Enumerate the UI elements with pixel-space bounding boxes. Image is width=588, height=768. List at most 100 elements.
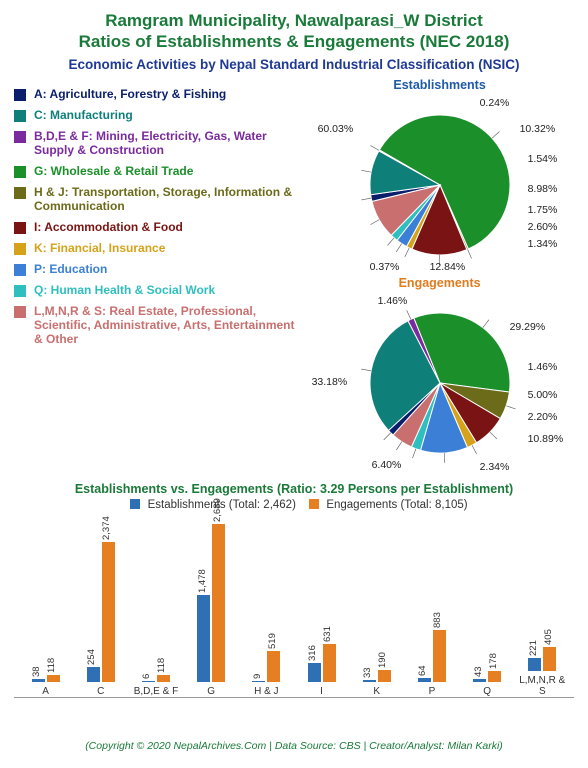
legend-label: A: Agriculture, Forestry & Fishing <box>34 87 226 101</box>
legend-swatch <box>14 264 26 276</box>
pie-pct-label: 2.34% <box>480 461 510 473</box>
bar-chart: 38118A2542,374C6118B,D,E & F1,4782,689G9… <box>14 517 574 732</box>
bar-value: 64 <box>417 665 428 676</box>
bar-est: 1,478 <box>197 595 210 682</box>
legend: A: Agriculture, Forestry & Fishing C: Man… <box>14 80 305 476</box>
bar-value: 118 <box>156 657 167 672</box>
pie-pct-label: 33.18% <box>312 376 348 388</box>
bar-value: 1,478 <box>197 569 208 593</box>
bar-value: 178 <box>488 653 499 669</box>
bar-value: 631 <box>322 627 333 643</box>
pie-pct-label: 1.54% <box>528 153 558 165</box>
pie-pct-label: 6.40% <box>372 459 402 471</box>
bar-category-label: B,D,E & F <box>134 686 178 697</box>
legend-swatch <box>14 222 26 234</box>
bar-value: 316 <box>307 645 318 661</box>
pie-pct-label: 2.20% <box>528 411 558 423</box>
legend-label: I: Accommodation & Food <box>34 220 183 234</box>
legend-label: H & J: Transportation, Storage, Informat… <box>34 185 305 213</box>
legend-swatch <box>14 285 26 297</box>
bar-eng: 405 <box>543 647 556 671</box>
legend-item: G: Wholesale & Retail Trade <box>14 164 305 178</box>
bar-category: 221405 L,M,N,R & S <box>517 491 567 697</box>
pie-engagements: 1.46%33.18%6.40%2.34%10.89%2.20%5.00%1.4… <box>310 291 570 476</box>
pie-pct-label: 60.03% <box>318 123 354 135</box>
bar-category: 33190K <box>352 502 402 697</box>
bar-value: 9 <box>252 674 263 679</box>
bar-category-label: P <box>429 686 436 697</box>
bar-category-label: K <box>373 686 380 697</box>
bar-value: 33 <box>362 667 373 678</box>
legend-swatch <box>14 166 26 178</box>
legend-item: K: Financial, Insurance <box>14 241 305 255</box>
legend-item: H & J: Transportation, Storage, Informat… <box>14 185 305 213</box>
legend-item: Q: Human Health & Social Work <box>14 283 305 297</box>
bar-category: 38118A <box>21 502 71 697</box>
legend-item: C: Manufacturing <box>14 108 305 122</box>
bar-eng: 631 <box>323 644 336 681</box>
pie-pct-label: 1.34% <box>528 238 558 250</box>
bar-est: 33 <box>363 680 376 682</box>
legend-swatch <box>14 243 26 255</box>
pie-pct-label: 0.24% <box>480 97 510 109</box>
legend-label: K: Financial, Insurance <box>34 241 165 255</box>
bar-value: 43 <box>473 666 484 677</box>
bar-eng: 118 <box>47 675 60 682</box>
bar-value: 38 <box>31 667 42 678</box>
bar-category: 1,4782,689G <box>186 502 236 697</box>
bar-value: 883 <box>432 612 443 628</box>
bar-est: 254 <box>87 667 100 682</box>
pie-pct-label: 10.89% <box>528 433 564 445</box>
bar-est: 64 <box>418 678 431 682</box>
bar-category: 316631I <box>297 502 347 697</box>
bar-chart-title: Establishments vs. Engagements (Ratio: 3… <box>14 482 574 496</box>
bar-value: 6 <box>141 674 152 679</box>
legend-label: C: Manufacturing <box>34 108 133 122</box>
legend-item: L,M,N,R & S: Real Estate, Professional, … <box>14 304 305 346</box>
bar-value: 2,689 <box>212 498 223 522</box>
bar-value: 2,374 <box>101 516 112 540</box>
pie-pct-label: 1.46% <box>378 295 408 307</box>
pie-pct-label: 29.29% <box>510 321 546 333</box>
bar-category: 64883P <box>407 502 457 697</box>
bar-eng: 190 <box>378 670 391 681</box>
bar-category-label: G <box>207 686 215 697</box>
bar-value: 190 <box>377 652 388 668</box>
bar-category: 43178Q <box>462 502 512 697</box>
bar-est: 43 <box>473 679 486 682</box>
pies-column: Establishments 60.03%0.37%12.84%1.34%2.6… <box>305 80 574 476</box>
bar-category-label: I <box>320 686 323 697</box>
legend-label: B,D,E & F: Mining, Electricity, Gas, Wat… <box>34 129 305 157</box>
bar-eng: 2,374 <box>102 542 115 681</box>
bar-value: 118 <box>46 657 57 672</box>
bar-category: 6 118 B,D,E & F <box>131 502 181 697</box>
bar-value: 254 <box>86 649 97 665</box>
legend-item: P: Education <box>14 262 305 276</box>
bar-est: 316 <box>308 663 321 682</box>
legend-swatch <box>14 110 26 122</box>
bar-eng: 118 <box>157 675 170 682</box>
pie-pct-label: 0.37% <box>370 261 400 273</box>
pie-pct-label: 1.75% <box>528 204 558 216</box>
subtitle: Economic Activities by Nepal Standard In… <box>14 57 574 72</box>
bar-eng: 519 <box>267 651 280 681</box>
pie-title-engagements: Engagements <box>399 276 481 290</box>
pie-establishments: 60.03%0.37%12.84%1.34%2.60%1.75%8.98%1.5… <box>310 93 570 278</box>
pie-pct-label: 12.84% <box>430 261 466 273</box>
pie-pct-label: 8.98% <box>528 183 558 195</box>
legend-swatch <box>14 89 26 101</box>
bar-eng: 178 <box>488 671 501 681</box>
bar-est: 221 <box>528 658 541 671</box>
legend-label: P: Education <box>34 262 107 276</box>
bar-category-label: L,M,N,R & S <box>517 675 567 697</box>
bars-plot-area: 38118A2542,374C6118B,D,E & F1,4782,689G9… <box>14 517 574 698</box>
bar-value: 519 <box>267 633 278 649</box>
footer: (Copyright © 2020 NepalArchives.Com | Da… <box>14 740 574 752</box>
title-line-1: Ramgram Municipality, Nawalparasi_W Dist… <box>14 10 574 31</box>
bar-category-label: A <box>42 686 49 697</box>
legend-swatch <box>14 187 26 199</box>
bar-category-label: H & J <box>254 686 278 697</box>
bar-est: 38 <box>32 679 45 681</box>
pie-pct-label: 5.00% <box>528 389 558 401</box>
bar-eng: 883 <box>433 630 446 682</box>
